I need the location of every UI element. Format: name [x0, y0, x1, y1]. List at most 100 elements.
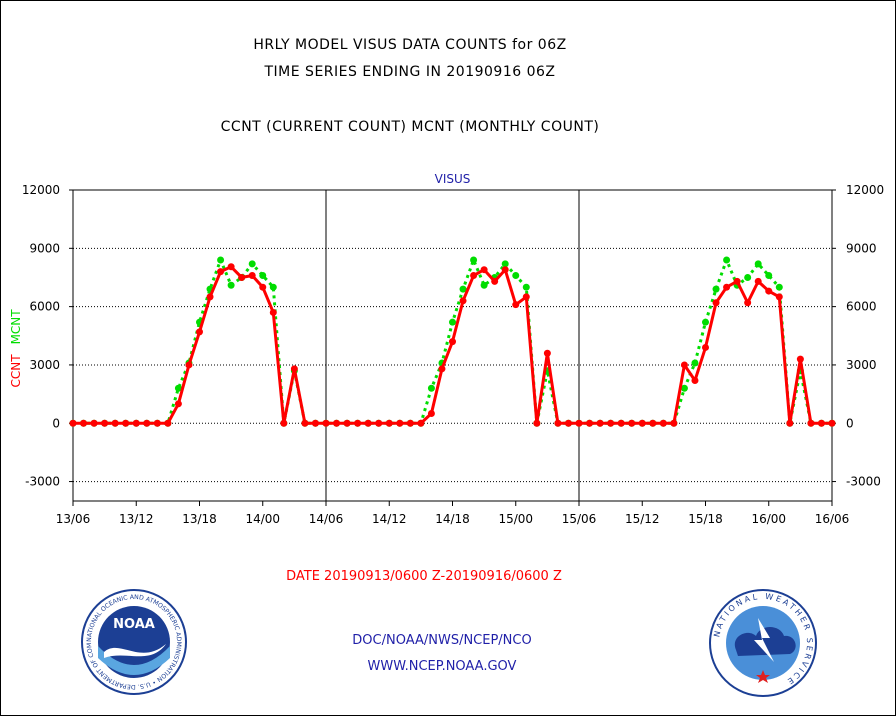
xtick-label: 15/00 — [498, 512, 533, 526]
data-point-ccnt — [628, 419, 636, 427]
header-line-2: TIME SERIES ENDING IN 20190916 06Z — [264, 64, 556, 80]
data-point-ccnt — [438, 365, 446, 373]
data-point-ccnt — [459, 297, 467, 305]
ytick-right-label: 6000 — [846, 300, 877, 314]
data-point-ccnt — [269, 308, 277, 316]
data-point-mcnt — [512, 272, 520, 280]
data-point-mcnt — [775, 283, 783, 291]
data-point-ccnt — [670, 419, 678, 427]
data-point-ccnt — [301, 419, 309, 427]
footer-org: DOC/NOAA/NWS/NCEP/NCO — [352, 633, 532, 648]
data-point-mcnt — [480, 281, 488, 289]
xlabel-date: DATE 20190913/0600 Z-20190916/0600 Z — [286, 569, 562, 584]
data-point-ccnt — [828, 419, 836, 427]
data-point-ccnt — [69, 419, 77, 427]
data-point-ccnt — [533, 419, 541, 427]
data-point-ccnt — [586, 419, 594, 427]
data-point-mcnt — [259, 272, 267, 280]
data-point-ccnt — [596, 419, 604, 427]
noaa-logo-text: NOAA — [113, 617, 155, 632]
data-point-ccnt — [691, 376, 699, 384]
data-point-ccnt — [607, 419, 615, 427]
header-line-1: HRLY MODEL VISUS DATA COUNTS for 06Z — [253, 37, 567, 53]
data-point-mcnt — [269, 283, 277, 291]
data-point-ccnt — [206, 293, 214, 301]
data-point-ccnt — [807, 419, 815, 427]
data-point-ccnt — [543, 349, 551, 357]
data-point-mcnt — [765, 272, 773, 280]
data-point-ccnt — [417, 419, 425, 427]
data-point-ccnt — [427, 410, 435, 418]
footer-url: WWW.NCEP.NOAA.GOV — [367, 659, 517, 674]
data-point-ccnt — [80, 419, 88, 427]
data-point-ccnt — [564, 419, 572, 427]
data-point-ccnt — [733, 277, 741, 285]
data-point-ccnt — [796, 355, 804, 363]
ytick-right-label: 9000 — [846, 241, 877, 255]
xtick-label: 15/18 — [688, 512, 723, 526]
data-point-ccnt — [354, 419, 362, 427]
data-point-ccnt — [227, 263, 235, 271]
data-point-ccnt — [406, 419, 414, 427]
ytick-left-label: -3000 — [25, 475, 60, 489]
ytick-right-label: 12000 — [846, 183, 884, 197]
data-point-ccnt — [280, 419, 288, 427]
data-point-mcnt — [712, 285, 720, 293]
data-point-ccnt — [111, 419, 119, 427]
data-point-mcnt — [744, 273, 752, 281]
ytick-right-label: 0 — [846, 416, 854, 430]
data-point-ccnt — [238, 273, 246, 281]
data-point-ccnt — [659, 419, 667, 427]
data-point-mcnt — [723, 256, 731, 264]
data-point-ccnt — [575, 419, 583, 427]
data-point-mcnt — [522, 283, 530, 291]
data-point-ccnt — [522, 293, 530, 301]
data-point-ccnt — [174, 400, 182, 408]
data-point-ccnt — [290, 365, 298, 373]
data-point-ccnt — [775, 293, 783, 301]
data-point-ccnt — [375, 419, 383, 427]
xtick-label: 16/00 — [751, 512, 786, 526]
data-point-ccnt — [765, 287, 773, 295]
data-point-ccnt — [449, 338, 456, 346]
data-point-mcnt — [754, 260, 762, 268]
data-point-ccnt — [649, 419, 657, 427]
data-point-ccnt — [638, 419, 646, 427]
data-point-ccnt — [817, 419, 825, 427]
data-point-ccnt — [248, 272, 256, 280]
data-point-mcnt — [227, 281, 235, 289]
data-point-ccnt — [723, 283, 731, 291]
data-point-mcnt — [459, 285, 467, 293]
data-point-ccnt — [364, 419, 372, 427]
data-point-ccnt — [491, 277, 499, 285]
data-point-ccnt — [744, 299, 752, 307]
ytick-left-label: 9000 — [29, 241, 60, 255]
data-point-ccnt — [196, 328, 203, 336]
data-point-mcnt — [217, 256, 225, 264]
data-point-mcnt — [174, 384, 182, 392]
data-point-ccnt — [333, 419, 341, 427]
xtick-label: 14/18 — [435, 512, 470, 526]
data-point-ccnt — [153, 419, 161, 427]
data-point-ccnt — [385, 419, 393, 427]
xtick-label: 14/06 — [309, 512, 344, 526]
ytick-left-label: 6000 — [29, 300, 60, 314]
xtick-label: 13/06 — [56, 512, 91, 526]
data-point-ccnt — [164, 419, 172, 427]
data-point-ccnt — [143, 419, 151, 427]
data-point-mcnt — [501, 260, 509, 268]
data-point-ccnt — [101, 419, 109, 427]
data-point-mcnt — [691, 359, 699, 367]
xtick-label: 13/12 — [119, 512, 154, 526]
data-point-ccnt — [501, 266, 509, 274]
data-point-ccnt — [343, 419, 351, 427]
nws-logo-icon: NATIONAL WEATHER SERVICE — [709, 589, 817, 697]
ytick-left-label: 0 — [52, 416, 60, 430]
data-point-ccnt — [217, 268, 225, 276]
ytick-left-label: 3000 — [29, 358, 60, 372]
xtick-label: 13/18 — [182, 512, 217, 526]
noaa-logo-icon: NOAA NATIONAL OCEANIC AND ATMOSPHERIC AD… — [80, 588, 187, 695]
ytick-right-label: -3000 — [846, 475, 881, 489]
ylabel-left: CCNTMCNT — [9, 309, 23, 388]
data-point-ccnt — [617, 419, 625, 427]
